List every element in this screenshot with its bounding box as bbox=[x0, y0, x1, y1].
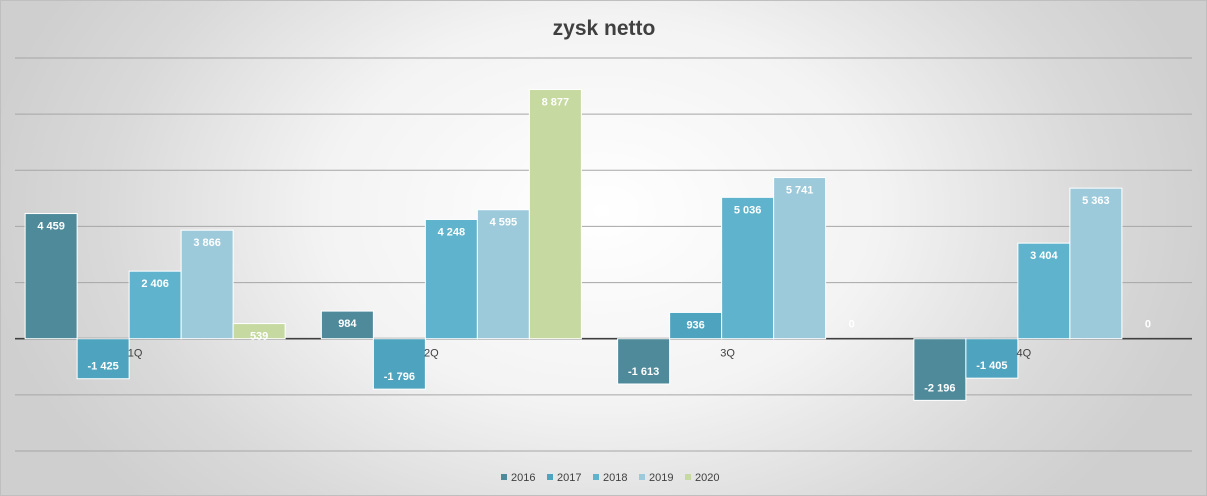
legend-label: 2019 bbox=[649, 472, 673, 484]
bar-2018-3Q bbox=[721, 196, 775, 340]
data-label: 3 866 bbox=[193, 237, 221, 249]
bar-2017-2Q bbox=[372, 338, 426, 390]
bar-2019-3Q bbox=[773, 177, 827, 340]
bar-2020-1Q bbox=[232, 323, 286, 340]
data-label: -1 796 bbox=[384, 371, 415, 383]
bar-2019-2Q bbox=[476, 209, 530, 340]
bar-2019-1Q bbox=[180, 229, 234, 340]
data-label: -1 405 bbox=[976, 360, 1007, 372]
legend-label: 2016 bbox=[511, 472, 535, 484]
legend-swatch bbox=[547, 474, 553, 480]
bar-2016-3Q bbox=[617, 338, 671, 385]
legend-label: 2018 bbox=[603, 472, 627, 484]
data-label: 5 036 bbox=[734, 204, 762, 216]
bar-2018-2Q bbox=[424, 218, 478, 340]
data-label: 984 bbox=[338, 318, 357, 330]
bar-2018-4Q bbox=[1017, 242, 1071, 340]
label-layer: 4 459 -1 425 2 406 3 866 539 1Q 984 -1 796 4 248… bbox=[37, 97, 1151, 395]
data-label: 936 bbox=[686, 319, 704, 331]
data-label: 4 459 bbox=[37, 221, 65, 233]
data-label: 4 595 bbox=[490, 217, 518, 229]
bar-layer bbox=[24, 89, 1123, 401]
data-label: 0 bbox=[1145, 319, 1151, 331]
data-label: -1 425 bbox=[88, 361, 119, 373]
category-label: 2Q bbox=[424, 348, 439, 360]
bar-2019-4Q bbox=[1069, 187, 1123, 340]
data-label: -2 196 bbox=[924, 382, 955, 394]
legend-swatch bbox=[593, 474, 599, 480]
bar-2017-4Q bbox=[965, 338, 1019, 379]
data-label: 2 406 bbox=[141, 278, 169, 290]
legend: 2016 2017 2018 2019 2020 bbox=[501, 472, 719, 484]
data-label: -1 613 bbox=[628, 366, 659, 378]
category-label: 1Q bbox=[128, 348, 143, 360]
legend-label: 2017 bbox=[557, 472, 581, 484]
bar-2017-3Q bbox=[669, 311, 723, 340]
data-label: 4 248 bbox=[438, 226, 466, 238]
bar-2016-1Q bbox=[24, 213, 78, 340]
data-label: 5 741 bbox=[786, 185, 814, 197]
category-label: 3Q bbox=[720, 348, 735, 360]
chart-title: zysk netto bbox=[553, 17, 656, 40]
data-label: 8 877 bbox=[542, 97, 570, 109]
bar-2016-2Q bbox=[320, 310, 374, 340]
category-label: 4Q bbox=[1017, 348, 1032, 360]
legend-label: 2020 bbox=[695, 472, 719, 484]
data-label: 0 bbox=[849, 319, 855, 331]
legend-swatch bbox=[639, 474, 645, 480]
bar-2016-4Q bbox=[913, 338, 967, 401]
legend-swatch bbox=[685, 474, 691, 480]
data-label: 539 bbox=[250, 331, 268, 343]
bar-2017-1Q bbox=[76, 338, 130, 380]
data-label: 5 363 bbox=[1082, 195, 1110, 207]
legend-swatch bbox=[501, 474, 507, 480]
bar-2020-2Q bbox=[528, 89, 582, 340]
data-label: 3 404 bbox=[1030, 250, 1058, 262]
